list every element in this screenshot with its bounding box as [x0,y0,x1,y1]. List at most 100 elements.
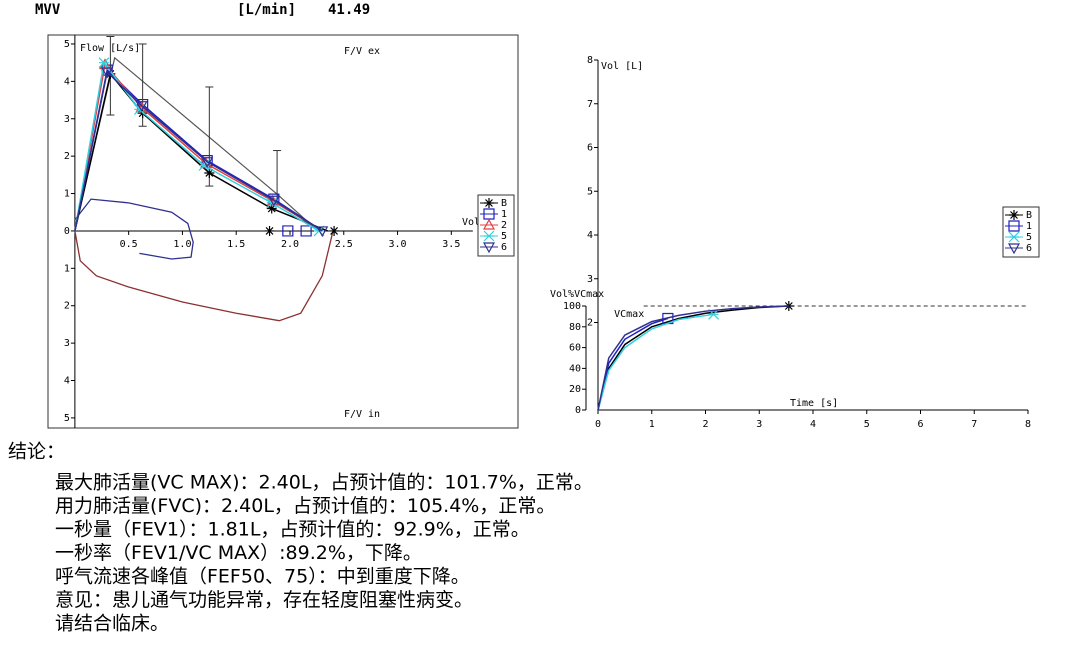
y-tick-label: 2 [587,318,593,329]
series-line [597,305,789,411]
data-point [264,225,275,236]
legend-marker [482,218,496,230]
conclusion-line: 一秒率（FEV1/VC MAX）:89.2%，下降。 [55,542,422,564]
data-point [98,57,110,69]
y-tick-label: 4 [64,76,70,87]
data-point [329,225,340,236]
y2-tick-label: 20 [569,384,581,395]
data-point [204,167,215,178]
y-label: Vol [L] [601,61,643,72]
conclusion-line: 呼气流速各峰值（FEF50、75）：中到重度下降。 [55,566,470,588]
y-tick-label: 2 [64,301,70,312]
legend-marker [1009,210,1019,220]
x-tick-label: 3.5 [442,239,460,250]
reference-label: VCmax [614,309,644,320]
x-tick-label: 4 [810,419,816,430]
x-tick-label: 2.0 [281,239,299,250]
data-point [662,312,674,325]
data-point [201,157,214,168]
title: F/V ex [344,46,380,57]
data-point [101,67,114,79]
data-point [300,225,312,237]
y2-tick-label: 80 [569,322,581,333]
y-tick-label: 6 [587,143,593,154]
legend-marker [483,230,495,242]
y-tick-label: 3 [587,274,593,285]
legend-marker [1008,231,1020,243]
series-line [74,70,323,232]
legend-label: 2 [501,220,507,231]
x-tick-label: 1.5 [227,239,245,250]
legend-marker [483,208,495,220]
series-line [74,60,320,232]
y-tick-label: 0 [64,226,70,237]
legend-label: 1 [501,209,507,220]
conclusion-heading: 结论： [8,441,65,463]
legend-label: 5 [1026,232,1032,243]
conclusion-line: 意见：患儿通气功能异常，存在轻度阻塞性病变。 [55,589,473,611]
mvv-label: MVV [35,2,61,18]
mvv-value: 41.49 [328,2,370,18]
data-point [316,226,329,238]
conclusion-line: 请结合临床。 [55,613,169,635]
subtitle: F/V in [344,409,380,420]
y-tick-label: 7 [587,99,593,110]
x-tick-label: 5 [864,419,870,430]
data-point [282,225,294,237]
legend-label: 6 [501,242,507,253]
series-line [597,305,789,411]
data-point [201,155,213,167]
x-tick-label: 8 [1025,419,1031,430]
conclusion-line: 最大肺活量(VC MAX)：2.40L，占预计值的：101.7%，正常。 [55,472,593,494]
y2-tick-label: 0 [575,405,581,416]
legend-label: B [1026,210,1032,221]
y-tick-label: 8 [587,55,593,66]
plot-frame [47,34,519,429]
x-tick-label: 2 [702,419,708,430]
series-line [597,317,669,411]
conclusion-line: 一秒量（FEV1）：1.81L，占预计值的：92.9%，正常。 [55,519,530,541]
x-label: Time [s] [790,398,838,409]
y-tick-label: 1 [64,263,70,274]
conclusion-line: 用力肺活量(FVC)：2.40L，占预计值的：105.4%，正常。 [55,495,555,517]
y-tick-label: 4 [64,376,70,387]
y-tick-label: 1 [64,189,70,200]
legend-label: 1 [1026,221,1032,232]
series-line [597,313,714,411]
y-tick-label: 5 [587,186,593,197]
y2-label: Vol%VCmax [550,289,604,300]
series-line [74,62,323,232]
x-tick-label: 1.0 [173,239,191,250]
series-line [74,72,328,232]
data-point [135,101,148,112]
y2-tick-label: 100 [563,301,581,312]
data-point [267,195,280,207]
legend-marker [1007,243,1021,255]
x-label: Vol [462,217,480,228]
legend-label: 5 [501,231,507,242]
legend-marker [1008,220,1020,232]
data-point [783,300,794,311]
legend-label: 6 [1026,243,1032,254]
y-tick-label: 3 [64,338,70,349]
x-tick-label: 3.0 [389,239,407,250]
x-tick-label: 0 [595,419,601,430]
y-tick-label: 2 [64,151,70,162]
x-tick-label: 0.5 [120,239,138,250]
mvv-unit: [L/min] [237,2,296,18]
data-point [266,203,277,214]
y-tick-label: 5 [64,39,70,50]
y-tick-label: 5 [64,413,70,424]
x-tick-label: 7 [971,419,977,430]
x-tick-label: 6 [917,419,923,430]
y-tick-label: 4 [587,230,593,241]
x-tick-label: 3 [756,419,762,430]
loop-line [74,198,194,260]
y2-tick-label: 40 [569,363,581,374]
y2-tick-label: 60 [569,343,581,354]
x-tick-label: 1 [649,419,655,430]
legend-marker [484,198,494,208]
y-tick-label: 3 [64,114,70,125]
